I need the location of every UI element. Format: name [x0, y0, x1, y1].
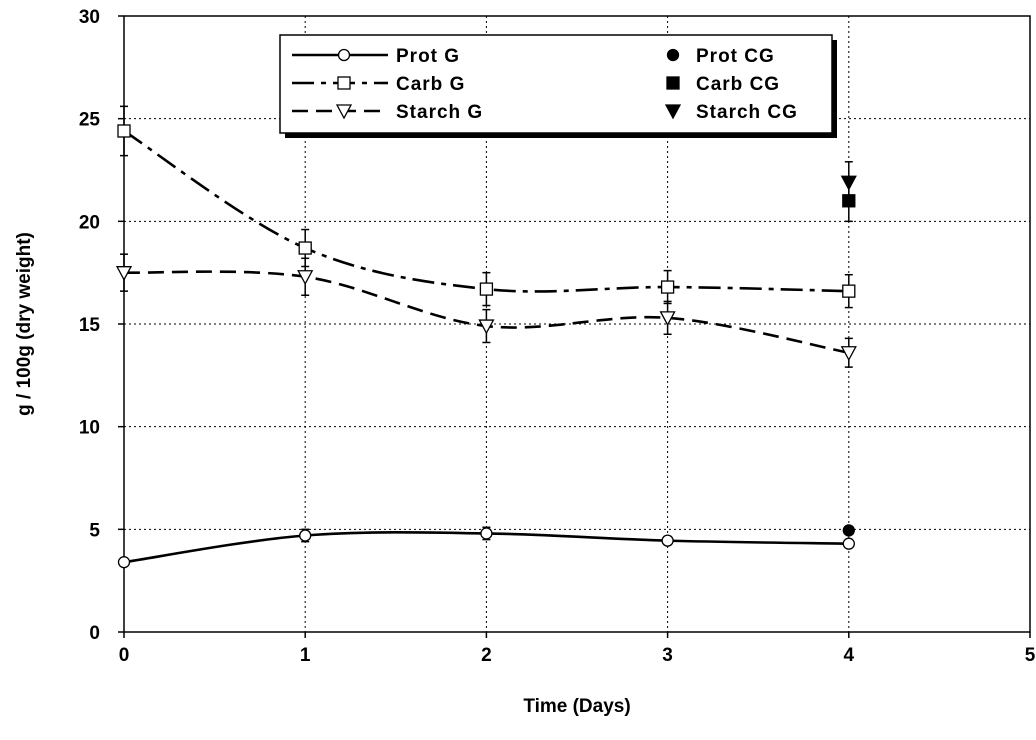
x-tick-label: 1 — [300, 645, 311, 666]
y-tick-label: 15 — [79, 315, 101, 336]
y-tick-label: 20 — [79, 212, 100, 233]
y-tick-label: 5 — [89, 520, 100, 541]
data-point-prot-cg — [842, 524, 855, 537]
y-tick-label: 10 — [79, 418, 100, 439]
legend-entry-starch-g: Starch G — [292, 102, 483, 123]
y-tick-label: 30 — [79, 7, 100, 28]
legend-marker-starch-cg — [664, 104, 682, 120]
data-point-carb-g — [479, 282, 494, 296]
data-point-starch-g — [659, 311, 676, 327]
data-point-prot-g — [480, 527, 493, 540]
legend-label-starch-g: Starch G — [396, 102, 483, 123]
x-tick-label: 2 — [481, 645, 492, 666]
data-point-prot-g — [117, 556, 131, 569]
legend-box — [279, 34, 833, 134]
legend-entry-carb-g: Carb G — [292, 74, 465, 95]
legend: Prot G Carb G Starch G Prot CG Carb CG Starch… — [279, 34, 837, 138]
legend-marker-carb-cg — [666, 76, 680, 90]
legend-label-carb-g: Carb G — [396, 74, 465, 95]
legend-label-prot-cg: Prot CG — [696, 46, 775, 67]
x-axis-title: Time (Days) — [523, 696, 630, 717]
legend-label-prot-g: Prot G — [396, 46, 460, 67]
x-tick-label: 0 — [119, 645, 130, 666]
legend-marker-carb-g — [337, 76, 351, 90]
data-point-prot-g — [299, 529, 312, 542]
data-point-carb-cg — [842, 194, 856, 208]
data-point-carb-g — [298, 241, 312, 255]
legend-marker-starch-g — [335, 104, 353, 120]
data-point-carb-g — [117, 124, 131, 138]
legend-label-starch-cg: Starch CG — [696, 102, 798, 123]
legend-label-carb-cg: Carb CG — [696, 74, 780, 95]
data-point-prot-g — [661, 534, 674, 547]
data-point-carb-g — [842, 284, 856, 298]
x-tick-label: 4 — [844, 645, 855, 666]
data-point-starch-cg — [840, 175, 857, 191]
legend-entry-carb-cg: Carb CG — [666, 74, 780, 95]
data-point-starch-g — [297, 270, 314, 286]
data-point-starch-g — [478, 319, 495, 335]
y-axis-title: g / 100g (dry weight) — [14, 232, 35, 416]
data-points — [115, 124, 857, 569]
data-point-carb-g — [660, 280, 675, 294]
x-tick-label: 5 — [1025, 645, 1036, 666]
axis-ticks: 0 1 2 3 4 5 0 5 10 15 20 25 30 — [79, 7, 1036, 666]
legend-entry-starch-cg: Starch CG — [664, 102, 798, 123]
legend-entry-prot-g: Prot G — [292, 46, 460, 67]
legend-entry-prot-cg: Prot CG — [666, 46, 775, 67]
x-tick-label: 3 — [662, 645, 673, 666]
grid-lines — [124, 16, 1030, 632]
y-tick-label: 25 — [79, 110, 101, 131]
data-point-starch-g — [115, 266, 133, 282]
data-point-starch-g — [840, 346, 857, 362]
data-point-prot-g — [842, 537, 855, 550]
legend-marker-prot-cg — [666, 48, 680, 62]
y-tick-label: 0 — [89, 623, 100, 644]
legend-marker-prot-g — [337, 48, 351, 62]
